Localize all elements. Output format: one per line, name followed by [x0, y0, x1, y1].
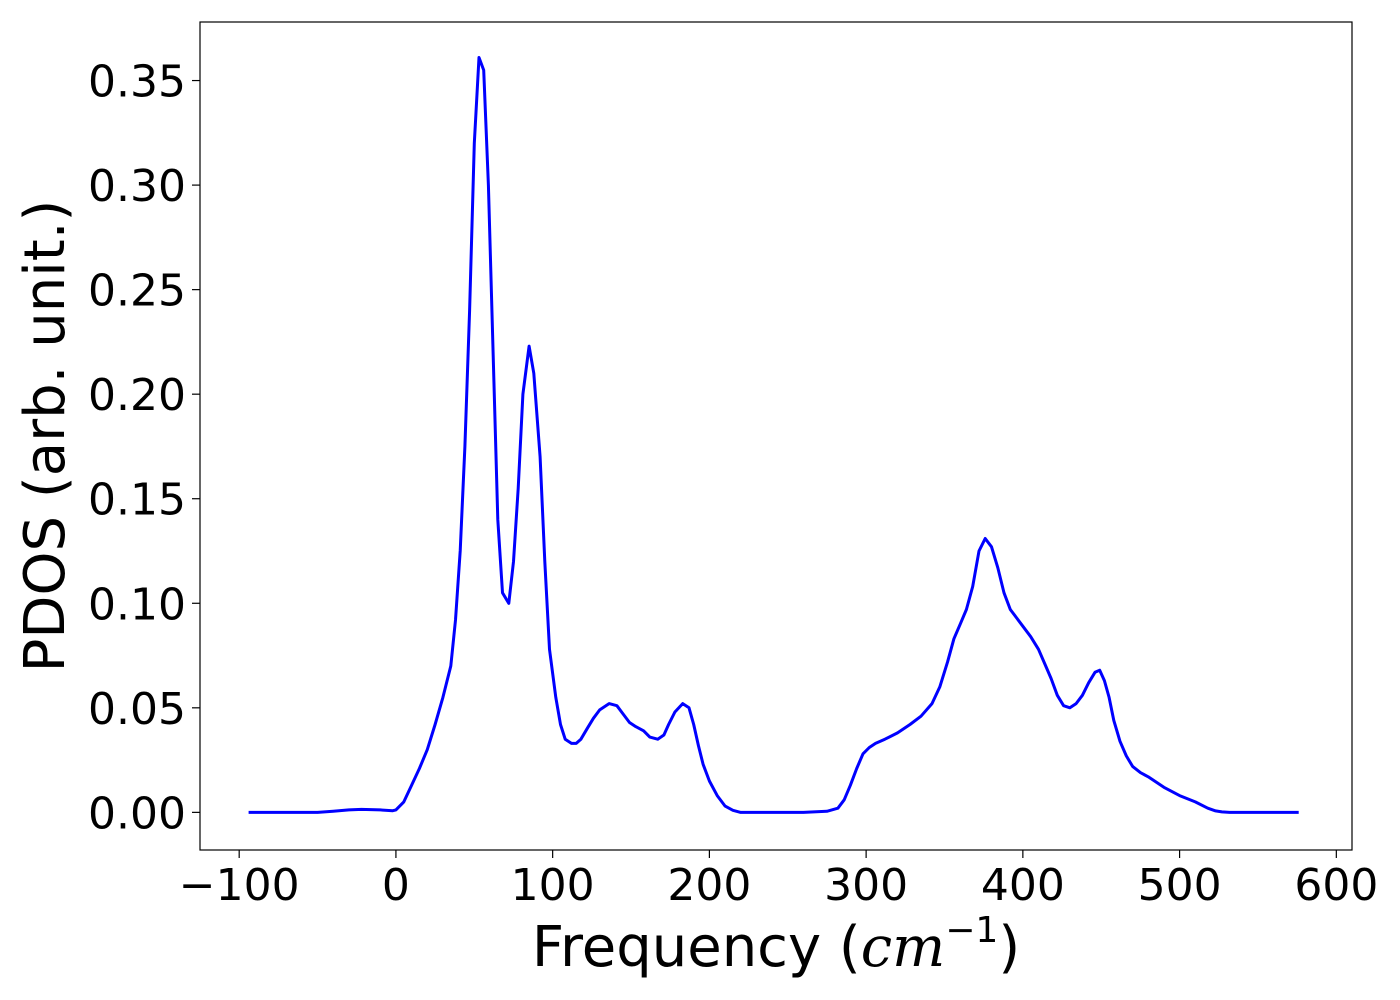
x-tick-label: 400: [981, 860, 1065, 911]
x-axis-label-close: ): [998, 915, 1020, 980]
axes-frame: [199, 21, 1353, 851]
x-tick-label: 100: [511, 860, 595, 911]
y-tick-label: 0.10: [88, 579, 186, 630]
y-axis-label: PDOS (arb. unit.): [13, 200, 78, 673]
y-tick-label: 0.00: [88, 788, 186, 839]
y-tick-label: 0.15: [88, 475, 186, 526]
pdos-series-line: [248, 56, 1299, 814]
y-tick-label: 0.05: [88, 684, 186, 735]
y-tick-label: 0.30: [88, 161, 186, 212]
x-axis-label-unit: cm: [861, 915, 945, 980]
y-tick-label: 0.35: [88, 57, 186, 108]
x-tick-label: 600: [1294, 860, 1378, 911]
x-axis-label-text: Frequency (: [532, 915, 861, 980]
plot-area: [248, 56, 1299, 814]
x-tick-label: −100: [179, 860, 300, 911]
x-tick-label: 300: [824, 860, 908, 911]
x-axis-label: Frequency (cm−1): [532, 910, 1020, 980]
x-tick-label: 0: [382, 860, 410, 911]
y-tick-label: 0.20: [88, 370, 186, 421]
x-axis-label-exponent: −1: [945, 910, 998, 951]
x-tick-label: 500: [1138, 860, 1222, 911]
y-axis-ticks: 0.00 0.05 0.10 0.15 0.20 0.25 0.30 0.35: [88, 57, 200, 839]
x-axis-ticks: −100 0 100 200 300 400 500 600: [179, 850, 1378, 911]
y-tick-label: 0.25: [88, 266, 186, 317]
x-tick-label: 200: [667, 860, 751, 911]
